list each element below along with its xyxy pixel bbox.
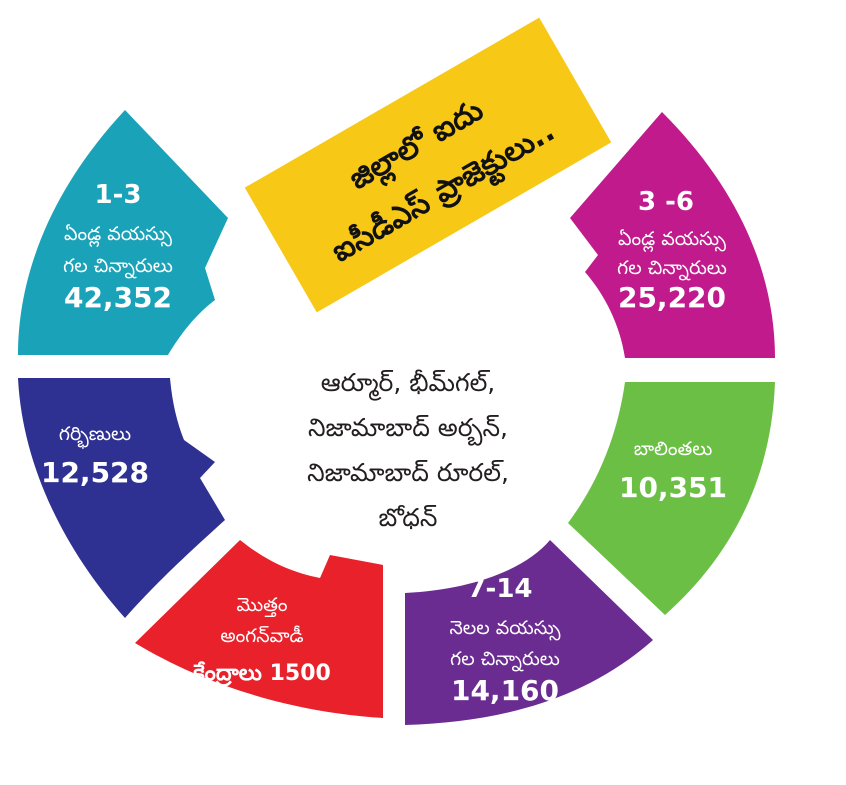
teal-line-2: ఏండ్ల వయస్సు (64, 223, 172, 248)
segment-red-shape (135, 540, 383, 718)
teal-age-range: 1-3 (95, 180, 142, 210)
title-banner: జిల్లాలో ఐదు ఐసీడీఎస్ ప్రాజెక్టులు.. (244, 17, 612, 313)
teal-line-3: గల చిన్నారులు (63, 255, 173, 279)
center-line-4: బోధన్ (379, 503, 438, 532)
segment-purple-shape (405, 540, 653, 725)
segment-magenta-label: 3 -6 ఏండ్ల వయస్సు గల చిన్నారులు 25,220 (617, 187, 727, 314)
center-text-block: ఆర్మూర్, భీమ్‌గల్, నిజామాబాద్ అర్బన్, ని… (307, 368, 509, 532)
red-line-1: మొత్తం (236, 594, 287, 618)
navy-label: గర్భిణులు (59, 423, 131, 449)
teal-value: 42,352 (64, 281, 172, 314)
magenta-value: 25,220 (618, 281, 726, 314)
segment-red-label: మొత్తం అంగన్‌వాడీ కేంద్రాలు 1500 (192, 594, 331, 687)
magenta-age-range: 3 -6 (638, 187, 694, 217)
segment-purple-label: 7-14 నెలల వయస్సు గల చిన్నారులు 14,160 (449, 574, 560, 707)
segment-magenta-shape (570, 112, 775, 358)
segment-navy-label: గర్భిణులు 12,528 (41, 423, 149, 489)
magenta-line-2: ఏండ్ల వయస్సు (618, 228, 726, 253)
green-value: 10,351 (619, 471, 727, 504)
segment-green-shape (568, 382, 775, 615)
red-line-3-total: కేంద్రాలు 1500 (192, 661, 331, 687)
purple-age-range: 7-14 (467, 574, 532, 604)
segment-teal-shape (18, 110, 228, 355)
red-line-2: అంగన్‌వాడీ (220, 625, 303, 647)
center-line-3: నిజామాబాద్ రూరల్, (307, 458, 509, 487)
navy-value: 12,528 (41, 456, 149, 489)
purple-line-3: గల చిన్నారులు (450, 648, 560, 672)
segment-green-label: బాలింతలు 10,351 (619, 438, 727, 504)
green-label: బాలింతలు (634, 438, 713, 460)
segment-navy-shape (18, 378, 225, 618)
title-banner-background (244, 17, 612, 313)
segment-teal-label: 1-3 ఏండ్ల వయస్సు గల చిన్నారులు 42,352 (63, 180, 173, 314)
purple-value: 14,160 (451, 674, 559, 707)
center-line-2: నిజామాబాద్ అర్బన్, (308, 413, 508, 446)
magenta-line-3: గల చిన్నారులు (617, 257, 727, 281)
purple-line-2: నెలల వయస్సు (449, 617, 560, 641)
center-line-1: ఆర్మూర్, భీమ్‌గల్, (321, 368, 496, 401)
